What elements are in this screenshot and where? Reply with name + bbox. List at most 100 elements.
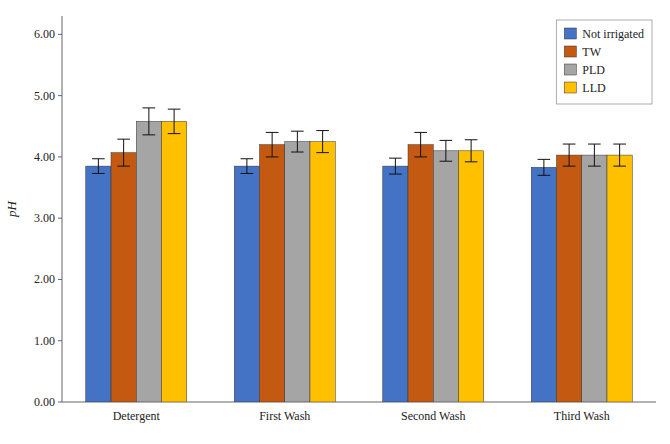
error-cap — [143, 107, 156, 108]
error-bar — [92, 159, 105, 174]
bar — [433, 151, 458, 402]
error-bar — [538, 159, 551, 175]
error-bar — [465, 140, 478, 162]
error-bar — [291, 131, 304, 152]
error-line — [445, 140, 446, 161]
chart-container: 0.001.002.003.004.005.006.00pHDetergentF… — [0, 0, 670, 444]
y-tick — [58, 402, 62, 403]
error-bar — [613, 144, 626, 166]
error-cap — [168, 133, 181, 134]
error-cap — [316, 152, 329, 153]
bar — [383, 166, 408, 402]
error-cap — [168, 109, 181, 110]
error-line — [619, 144, 620, 166]
error-cap — [241, 173, 254, 174]
error-cap — [117, 166, 130, 167]
error-cap — [440, 161, 453, 162]
error-cap — [291, 152, 304, 153]
error-cap — [117, 139, 130, 140]
error-cap — [92, 173, 105, 174]
error-cap — [613, 166, 626, 167]
error-bar — [389, 158, 402, 174]
y-tick-label: 6.00 — [34, 27, 55, 41]
error-cap — [588, 166, 601, 167]
legend-frame — [556, 20, 652, 104]
error-line — [471, 140, 472, 162]
y-axis-line — [62, 16, 63, 402]
error-line — [322, 131, 323, 153]
error-cap — [143, 134, 156, 135]
error-cap — [588, 144, 601, 145]
legend-label: PLD — [582, 63, 605, 77]
series — [161, 109, 632, 402]
x-axis: Detergent First Wash Second Wash Third Wash — [62, 402, 656, 423]
legend-swatch — [564, 28, 576, 39]
y-tick-label: 0.00 — [34, 395, 55, 409]
y-axis: 0.001.002.003.004.005.006.00 — [34, 16, 62, 409]
x-tick-label: Detergent — [113, 409, 161, 423]
error-cap — [465, 161, 478, 162]
error-cap — [316, 130, 329, 131]
error-bar — [440, 140, 453, 161]
error-cap — [389, 158, 402, 159]
error-bar — [117, 139, 130, 166]
error-cap — [440, 140, 453, 141]
error-cap — [563, 144, 576, 145]
error-cap — [538, 159, 551, 160]
error-bar — [168, 109, 181, 134]
x-tick-label: First Wash — [259, 409, 310, 423]
y-tick-label: 4.00 — [34, 150, 55, 164]
error-line — [420, 132, 421, 157]
error-line — [272, 132, 273, 157]
bar — [531, 167, 556, 402]
error-bar — [414, 132, 427, 157]
error-cap — [92, 158, 105, 159]
y-tick — [58, 340, 62, 341]
bar — [86, 166, 111, 402]
y-tick — [58, 34, 62, 35]
bar — [285, 142, 310, 402]
series — [136, 108, 607, 402]
y-tick-label: 5.00 — [34, 89, 55, 103]
bar — [234, 166, 259, 402]
bars — [86, 108, 632, 402]
legend-swatch — [564, 46, 576, 57]
error-bar — [563, 144, 576, 166]
error-bar — [143, 108, 156, 135]
y-tick — [58, 279, 62, 280]
error-line — [148, 108, 149, 135]
legend-swatch — [564, 82, 576, 93]
error-line — [297, 131, 298, 152]
bar — [111, 153, 136, 402]
bar — [582, 155, 607, 402]
x-tick-label: Third Wash — [554, 409, 610, 423]
bar — [607, 155, 632, 402]
error-line — [246, 159, 247, 174]
error-line — [569, 144, 570, 166]
bar — [136, 121, 161, 402]
error-line — [395, 158, 396, 174]
legend-label: LLD — [582, 81, 606, 95]
error-cap — [613, 144, 626, 145]
legend: Not irrigated TW PLD LLD — [556, 20, 652, 104]
y-tick-label: 2.00 — [34, 272, 55, 286]
error-cap — [563, 166, 576, 167]
x-tick-label: Second Wash — [401, 409, 465, 423]
error-cap — [389, 174, 402, 175]
bar — [310, 142, 335, 402]
error-bar — [266, 132, 279, 157]
chart-svg: 0.001.002.003.004.005.006.00pHDetergentF… — [0, 0, 670, 444]
error-line — [98, 159, 99, 174]
y-tick — [58, 156, 62, 157]
error-cap — [266, 132, 279, 133]
bar — [161, 121, 186, 402]
error-cap — [538, 175, 551, 176]
error-line — [543, 159, 544, 175]
legend-label: TW — [582, 45, 601, 59]
y-axis-label: pH — [4, 200, 19, 218]
legend-label: Not irrigated — [582, 27, 644, 41]
error-cap — [414, 156, 427, 157]
error-cap — [241, 158, 254, 159]
error-bar — [241, 159, 254, 174]
y-tick-label: 1.00 — [34, 334, 55, 348]
